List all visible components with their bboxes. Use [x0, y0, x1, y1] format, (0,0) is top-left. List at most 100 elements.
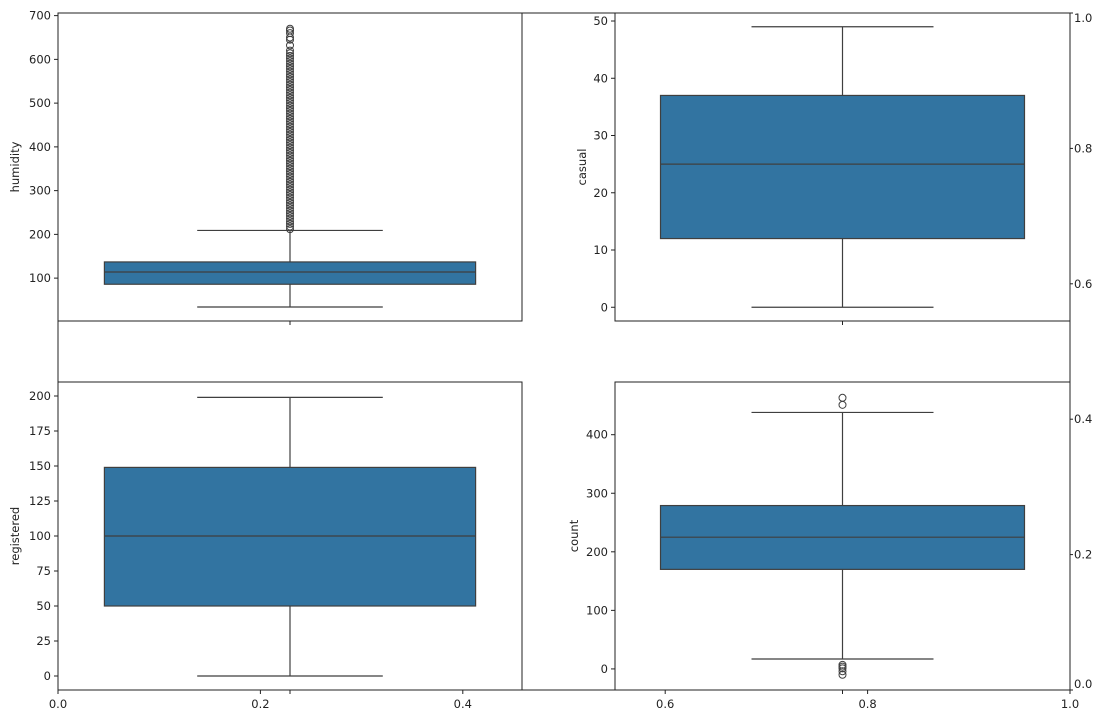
- outlier-point: [286, 141, 294, 150]
- outlier-point: [286, 57, 294, 66]
- outlier-point: [286, 75, 294, 84]
- y-tick-label: 125: [29, 494, 51, 508]
- outlier-point: [286, 51, 294, 60]
- outlier-point: [286, 41, 294, 50]
- outlier-point: [286, 125, 294, 134]
- outlier-point: [286, 80, 294, 89]
- y-tick-label: 50: [593, 14, 608, 28]
- y-tick-label: 500: [29, 96, 51, 110]
- x-tick-label: 0.4: [454, 697, 472, 711]
- outlier-point: [286, 62, 294, 71]
- outlier-point: [286, 222, 294, 231]
- outlier-point: [286, 188, 294, 197]
- outlier-point: [286, 130, 294, 139]
- outlier-point: [286, 104, 294, 113]
- y-tick-label: 400: [586, 428, 608, 442]
- y-tick-label: 200: [29, 227, 51, 241]
- outlier-point: [286, 59, 294, 68]
- outlier-point: [838, 670, 847, 679]
- outlier-point: [286, 120, 294, 129]
- outlier-point: [286, 191, 294, 199]
- background-axes: 0.0 0.2 0.4 0.6 0.8 1.0 0.0 0.2 0.4 0.6 0.8 1.0: [49, 11, 1092, 711]
- outlier-point: [286, 156, 294, 165]
- y-axis-label: humidity: [8, 141, 22, 192]
- x-tick-label: 0.2: [251, 697, 269, 711]
- y-tick-label: 300: [586, 486, 608, 500]
- outlier-point: [286, 170, 294, 178]
- y-tick-label: 0.6: [1074, 277, 1092, 291]
- y-tick-label: 200: [29, 389, 51, 403]
- outlier-point: [286, 217, 294, 226]
- outlier-point: [286, 162, 294, 171]
- outlier-point: [286, 46, 294, 55]
- y-tick-label: 0.2: [1074, 548, 1092, 562]
- outlier-point: [286, 193, 294, 202]
- outlier-point: [286, 67, 294, 76]
- outlier-point: [286, 96, 294, 105]
- y-tick-label: 0.0: [1074, 677, 1092, 691]
- y-tick-label: 100: [586, 603, 608, 617]
- boxplot-panel-count: 0 100 200 300 400 count: [567, 381, 1071, 694]
- outlier-point: [838, 664, 847, 673]
- outlier-point: [286, 65, 294, 73]
- outlier-point: [286, 183, 294, 192]
- outlier-point: [286, 83, 294, 92]
- y-tick-label: 30: [593, 129, 608, 143]
- y-tick-label: 0: [601, 300, 608, 314]
- y-tick-label: 700: [29, 9, 51, 23]
- outlier-point: [286, 214, 294, 223]
- iqr-box: [659, 94, 1026, 240]
- outlier-point: [286, 185, 294, 194]
- outlier-point: [286, 49, 294, 58]
- iqr-box: [103, 261, 477, 285]
- y-tick-label: 200: [586, 545, 608, 559]
- outlier-point: [838, 400, 847, 409]
- y-axis-label: count: [567, 519, 581, 552]
- outlier-point: [286, 86, 294, 94]
- outlier-point: [286, 54, 294, 63]
- x-tick-label: 0.8: [858, 697, 876, 711]
- outlier-point: [286, 177, 294, 186]
- outlier-point: [286, 164, 294, 173]
- outlier-point: [286, 143, 294, 152]
- x-tick-label: 0.0: [49, 697, 67, 711]
- y-tick-label: 1.0: [1074, 11, 1092, 25]
- outlier-point: [286, 107, 294, 115]
- outlier-point: [286, 88, 294, 97]
- outlier-point: [286, 159, 294, 168]
- boxplot-panel-casual: 0 10 20 30 40 50 casual: [575, 12, 1071, 325]
- outlier-point: [286, 149, 294, 157]
- outlier-point: [286, 206, 294, 215]
- outlier-point: [286, 112, 294, 121]
- outlier-point: [286, 146, 294, 155]
- outlier-point: [286, 29, 294, 38]
- y-axis-label: registered: [8, 507, 22, 565]
- outlier-point: [286, 128, 294, 136]
- outlier-point: [286, 151, 294, 160]
- y-tick-label: 10: [593, 243, 608, 257]
- outlier-point: [286, 109, 294, 118]
- outlier-point: [286, 212, 294, 220]
- y-tick-label: 25: [36, 634, 51, 648]
- outlier-point: [286, 78, 294, 87]
- outlier-point: [286, 204, 294, 213]
- y-tick-label: 0.8: [1074, 141, 1092, 155]
- outlier-point: [286, 209, 294, 218]
- outlier-point: [286, 175, 294, 184]
- outlier-point: [838, 667, 847, 676]
- outlier-point: [286, 114, 294, 123]
- y-tick-label: 400: [29, 140, 51, 154]
- y-tick-label: 600: [29, 52, 51, 66]
- background-frame: [57, 12, 1071, 691]
- x-tick-label: 1.0: [1061, 697, 1079, 711]
- y-tick-label: 0.4: [1074, 412, 1092, 426]
- outlier-point: [286, 99, 294, 108]
- boxplot-panel-registered: 0 25 50 75 100 125 150 175 200 registered: [8, 381, 523, 694]
- outlier-point: [286, 101, 294, 110]
- y-tick-label: 150: [29, 459, 51, 473]
- outlier-point: [286, 24, 294, 33]
- y-tick-label: 0: [44, 669, 51, 683]
- y-tick-label: 175: [29, 424, 51, 438]
- y-axis-label: casual: [575, 149, 589, 186]
